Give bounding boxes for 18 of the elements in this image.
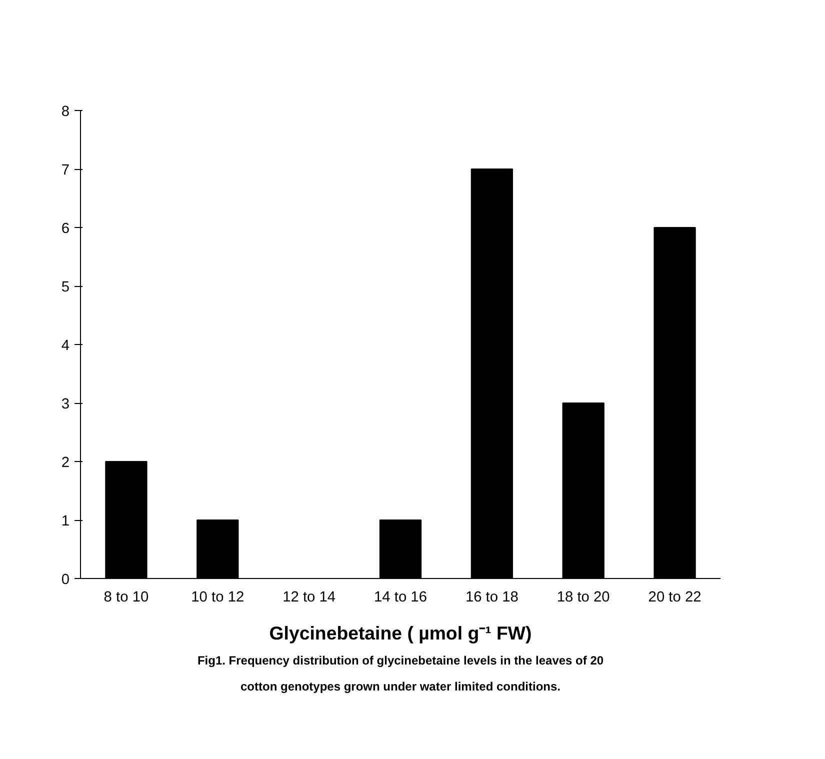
x-tick-label: 16 to 18 (465, 590, 518, 606)
y-tick-label: 0 (61, 572, 70, 588)
x-tick-label: 8 to 10 (104, 590, 149, 606)
y-tick-label: 8 (61, 104, 70, 120)
x-axis-title: Glycinebetaine ( µmol g⁻¹ FW) (269, 622, 532, 644)
y-tick-label: 1 (61, 514, 70, 530)
y-tick-label: 3 (61, 396, 70, 412)
y-tick-label: 4 (61, 338, 70, 354)
caption: Fig1. Frequency distribution of glycinebetaine levels in the leaves of 20 cotton genotypes grown under water limited conditions. (197, 654, 604, 694)
y-tick-label: 7 (61, 162, 70, 178)
x-tick-label: 18 to 20 (556, 590, 610, 606)
x-tick-label: 10 to 12 (191, 590, 244, 606)
y-tick-label: 2 (61, 455, 70, 471)
y-tick-label: 5 (61, 280, 70, 296)
y-tick-label: 6 (61, 221, 70, 237)
x-tick-label: 14 to 16 (374, 590, 427, 606)
x-tick-label: 20 to 22 (648, 590, 702, 606)
x-tick-label: 12 to 14 (282, 590, 336, 606)
